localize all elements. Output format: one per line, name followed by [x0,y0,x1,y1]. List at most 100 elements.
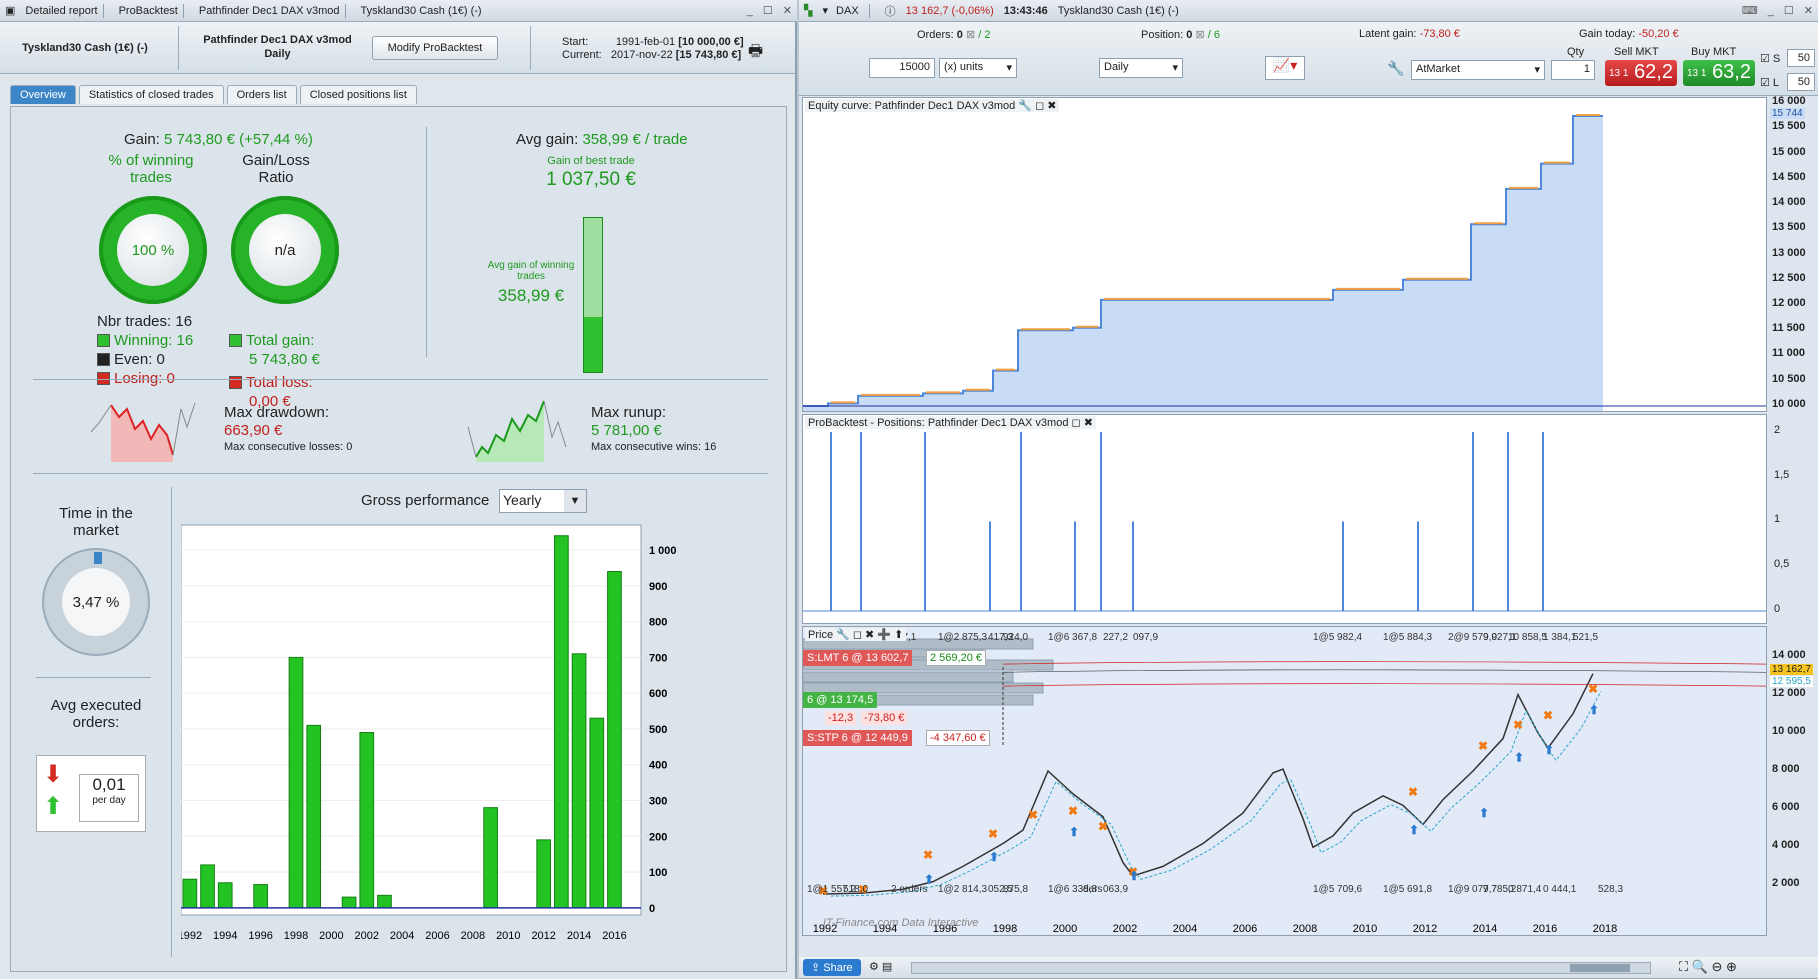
exit-marker: ✖ [1478,739,1488,753]
total-gain-block: Total gain: 5 743,80 € Total loss: 0,00 … [229,331,320,411]
bar [217,882,233,909]
minimize-icon[interactable]: _ [1767,4,1774,17]
watermark: IT-Finance.com Data Interactive [823,917,979,929]
drawdown-sparkline [90,402,196,462]
winning-count: Winning: 16 [114,332,194,349]
moving-average [830,690,1602,897]
tab-closed-positions[interactable]: Closed positions list [299,85,417,104]
wrench-icon[interactable]: 🔧 [1387,60,1405,76]
stop-limit-order[interactable]: S:LMT 6 @ 13 602,7 [803,650,913,666]
tool-icons[interactable]: ⚙ ▤ [869,961,893,973]
max-drawdown-value: 663,90 € [224,422,283,439]
cancel-orders-icon[interactable]: ⊠ [965,29,976,41]
l-checkbox[interactable]: ☑ L [1760,77,1780,89]
tab-statistics[interactable]: Statistics of closed trades [78,85,224,104]
bar [200,864,215,909]
equity-title: Equity curve: Pathfinder Dec1 DAX v3mod … [805,99,1060,112]
sell-market-button[interactable]: 13 1 62,2 [1605,60,1677,86]
top-trade-tag: 1@6 367,8 [1048,632,1098,643]
period-select[interactable]: Yearly ▼ [499,489,587,513]
entry-marker: ⬆ [1544,743,1554,757]
share-button[interactable]: ⇪ Share [803,959,861,976]
y-tick-label: 400 [649,760,667,772]
gain-loss-ratio-label: Gain/Loss Ratio [242,152,310,186]
x-tick-label: 2010 [496,930,520,942]
max-consec-wins: Max consecutive wins: 16 [591,441,717,453]
exit-marker: ✖ [1028,808,1038,822]
bar [607,571,622,909]
bar [554,535,569,909]
chart-type-icon[interactable]: 📈▾ [1265,56,1305,80]
tab-overview[interactable]: Overview [10,85,76,104]
last-equity-tag: 15 744 [1770,107,1805,119]
s-input[interactable]: 50 [1787,49,1815,67]
time-market-ring: 3,47 % [42,548,150,656]
y-tick-label: 1 000 [649,545,677,557]
x-tick-label: 1994 [213,930,237,942]
stop-stop-order[interactable]: S:STP 6 @ 12 449,9 [803,730,912,746]
x-tick-label: 2014 [567,930,591,942]
top-trade-tag: 521,5 [1573,632,1598,643]
order-level-line [1002,669,1767,673]
y-tick-label: 200 [649,831,667,843]
bottom-trade-tag: 0 871,4 [1508,884,1542,895]
units-select[interactable]: (x) units ▾ [939,58,1017,78]
maximize-icon[interactable]: ☐ [762,5,773,17]
buy-market-button[interactable]: 13 1 63,2 [1683,60,1755,86]
y-tick-label: 8 000 [1772,763,1800,775]
x-tick-label: 2000 [1053,923,1077,935]
bar [359,732,375,909]
period-select[interactable]: Daily ▾ [1099,58,1183,78]
qty-input[interactable]: 1 [1551,60,1595,80]
close-position-icon[interactable]: ⊠ [1195,29,1205,41]
chevron-down-icon: ▼ [564,490,586,512]
avg-gain-bar [583,217,603,373]
zoom-icons[interactable]: ⛶ 🔍 ⊖ ⊕ [1679,959,1737,974]
bar [182,878,198,909]
trading-toolbar: Orders: 0 ⊠ / 2 Position: 0 ⊠ / 6 Latent… [799,22,1818,96]
modify-probacktest-button[interactable]: Modify ProBacktest [372,36,498,60]
x-tick-label: 2004 [390,930,414,942]
s-checkbox[interactable]: ☑ S [1760,53,1781,65]
x-tick-label: 2016 [602,930,626,942]
maximize-icon[interactable]: ☐ [1783,5,1794,17]
entry-marker: ⬆ [1129,869,1139,883]
bar [377,894,392,909]
quote-time: 13:43:46 [1003,4,1048,17]
minimize-icon[interactable]: _ [746,4,753,17]
info-icon[interactable]: ⓘ [884,5,896,18]
exit-marker: ✖ [1588,682,1598,696]
scrollbar[interactable] [911,962,1651,974]
symbol-dropdown[interactable]: ▾ DAX [822,5,859,17]
bar [536,839,552,909]
position-status: Position: 0 ⊠ / 6 [1141,29,1220,41]
close-icon[interactable]: ✕ [782,5,792,17]
tab-orders-list[interactable]: Orders list [226,85,297,104]
print-icon[interactable]: 🖶 [748,43,764,60]
top-trade-tag: 1@5 884,3 [1383,632,1433,643]
x-tick-label: 2000 [319,930,343,942]
top-trade-tag: 9 927,1 [1483,632,1517,643]
l-input[interactable]: 50 [1787,73,1815,91]
time-market-value: 3,47 % [62,568,130,636]
units-input[interactable]: 15000 [869,58,935,78]
bottom-trade-tag: 528,3 [1598,884,1623,895]
orders-status: Orders: 0 ⊠ / 2 [917,29,991,41]
keyboard-icon[interactable]: ⌨ [1741,5,1758,17]
x-tick-label: 1998 [284,930,308,942]
x-tick-label: 2002 [1113,923,1137,935]
overview-panel: Gain: 5 743,80 € (+57,44 %) % of winning… [10,106,787,972]
window-icon: ▣ [5,5,16,17]
bottom-trade-tag: 1@2 814,3 [938,884,988,895]
ratio-value: n/a [274,241,296,259]
y-tick-label: 900 [649,581,667,593]
close-icon[interactable]: ✕ [1803,5,1813,17]
order-type-select[interactable]: AtMarket ▾ [1411,60,1545,80]
volume-band [802,638,1034,650]
volume-band [802,682,1044,694]
report-window: Tyskland30 Cash (1€) (-) Pathfinder Dec1… [0,22,797,979]
position-tag[interactable]: 6 @ 13 174,5 [803,692,878,708]
entry-marker: ⬆ [1409,823,1419,837]
runup-sparkline [467,400,567,462]
bottom-trade-tag: 2 orders [891,884,928,895]
